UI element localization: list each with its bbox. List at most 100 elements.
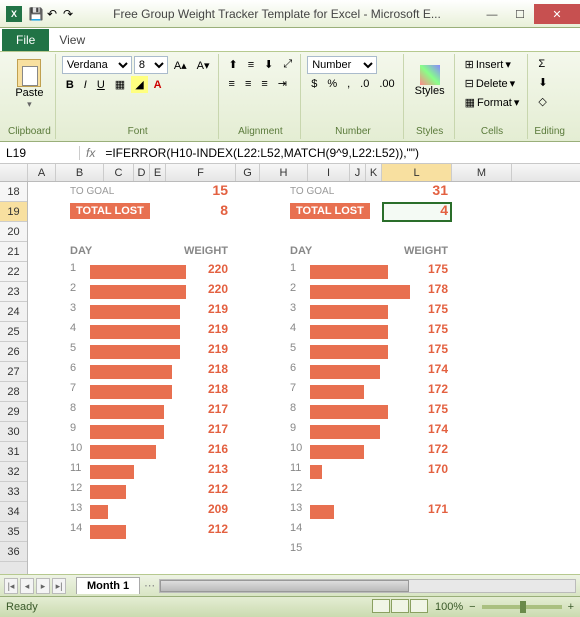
column-header-B[interactable]: B bbox=[56, 164, 104, 181]
align-center-icon[interactable]: ≡ bbox=[241, 76, 255, 92]
bold-button[interactable]: B bbox=[62, 77, 78, 93]
maximize-button[interactable]: ☐ bbox=[506, 4, 534, 24]
align-right-icon[interactable]: ≡ bbox=[257, 76, 271, 92]
font-color-button[interactable]: A bbox=[150, 77, 166, 93]
column-header-H[interactable]: H bbox=[260, 164, 308, 181]
format-cells-button[interactable]: ▦ Format ▾ bbox=[461, 94, 524, 111]
row-header-21[interactable]: 21 bbox=[0, 242, 27, 262]
horizontal-scrollbar[interactable] bbox=[159, 579, 576, 593]
align-bottom-icon[interactable]: ⬇ bbox=[260, 56, 277, 73]
name-box[interactable]: L19 bbox=[0, 146, 80, 160]
currency-button[interactable]: $ bbox=[307, 76, 321, 92]
bar-left-2 bbox=[90, 285, 186, 299]
worksheet-grid[interactable]: ABCDEFGHIJKLM 18192021222324252627282930… bbox=[0, 164, 580, 574]
close-button[interactable]: ✕ bbox=[534, 4, 580, 24]
row-header-32[interactable]: 32 bbox=[0, 462, 27, 482]
weight-left-10: 216 bbox=[188, 442, 228, 456]
autosum-button[interactable]: Σ bbox=[534, 56, 565, 72]
align-top-icon[interactable]: ⬆ bbox=[225, 56, 242, 73]
sheet-tab-active[interactable]: Month 1 bbox=[76, 577, 140, 594]
row-header-23[interactable]: 23 bbox=[0, 282, 27, 302]
column-header-J[interactable]: J bbox=[350, 164, 366, 181]
align-left-icon[interactable]: ≡ bbox=[225, 76, 239, 92]
quickaccess-save-icon[interactable]: 💾 bbox=[28, 6, 44, 22]
column-header-E[interactable]: E bbox=[150, 164, 166, 181]
zoom-in-button[interactable]: + bbox=[568, 601, 574, 613]
decrease-decimal-button[interactable]: .00 bbox=[375, 76, 398, 92]
row-header-35[interactable]: 35 bbox=[0, 522, 27, 542]
zoom-slider-thumb[interactable] bbox=[520, 601, 526, 613]
minimize-button[interactable]: — bbox=[478, 4, 506, 24]
underline-button[interactable]: U bbox=[93, 77, 109, 93]
sheet-nav-last-icon[interactable]: ▸| bbox=[52, 578, 66, 594]
row-header-29[interactable]: 29 bbox=[0, 402, 27, 422]
comma-button[interactable]: , bbox=[343, 76, 354, 92]
normal-view-icon[interactable] bbox=[372, 599, 390, 613]
column-header-L[interactable]: L bbox=[382, 164, 452, 181]
fx-icon[interactable]: fx bbox=[80, 146, 101, 160]
italic-button[interactable]: I bbox=[80, 77, 91, 93]
styles-button[interactable]: Styles bbox=[410, 56, 450, 106]
page-layout-view-icon[interactable] bbox=[391, 599, 409, 613]
zoom-out-button[interactable]: − bbox=[469, 601, 475, 613]
row-header-25[interactable]: 25 bbox=[0, 322, 27, 342]
shrink-font-icon[interactable]: A▾ bbox=[193, 57, 214, 74]
to-goal-label-right: TO GOAL bbox=[290, 186, 334, 197]
border-button[interactable]: ▦ bbox=[111, 76, 129, 93]
row-header-27[interactable]: 27 bbox=[0, 362, 27, 382]
sheet-nav-next-icon[interactable]: ▸ bbox=[36, 578, 50, 594]
fill-button[interactable]: ⬇ bbox=[534, 74, 565, 91]
clear-button[interactable]: ◇ bbox=[534, 93, 565, 110]
increase-decimal-button[interactable]: .0 bbox=[356, 76, 373, 92]
paste-label: Paste bbox=[15, 87, 43, 99]
new-sheet-icon[interactable]: ⋯ bbox=[144, 579, 155, 592]
sheet-nav-prev-icon[interactable]: ◂ bbox=[20, 578, 34, 594]
paste-button[interactable]: Paste ▾ bbox=[8, 56, 51, 113]
select-all-corner[interactable] bbox=[0, 164, 28, 181]
row-header-31[interactable]: 31 bbox=[0, 442, 27, 462]
font-size-select[interactable]: 8 bbox=[134, 56, 168, 74]
quickaccess-undo-icon[interactable]: ↶ bbox=[44, 6, 60, 22]
column-header-C[interactable]: C bbox=[104, 164, 134, 181]
column-header-D[interactable]: D bbox=[134, 164, 150, 181]
orientation-icon[interactable]: ⤢ bbox=[279, 56, 296, 73]
column-header-M[interactable]: M bbox=[452, 164, 512, 181]
percent-button[interactable]: % bbox=[323, 76, 341, 92]
chevron-down-icon[interactable]: ▾ bbox=[27, 99, 32, 110]
formula-input[interactable]: =IFERROR(H10-INDEX(L22:L52,MATCH(9^9,L22… bbox=[101, 146, 580, 160]
zoom-level[interactable]: 100% bbox=[435, 601, 463, 613]
row-header-20[interactable]: 20 bbox=[0, 222, 27, 242]
zoom-slider[interactable] bbox=[482, 605, 562, 609]
delete-cells-button[interactable]: ⊟ Delete ▾ bbox=[461, 75, 524, 92]
sheet-area[interactable]: TO GOAL15TO GOAL31TOTAL LOST8TOTAL LOST4… bbox=[28, 182, 580, 574]
column-header-F[interactable]: F bbox=[166, 164, 236, 181]
indent-icon[interactable]: ⇥ bbox=[274, 75, 291, 92]
column-header-K[interactable]: K bbox=[366, 164, 382, 181]
row-header-22[interactable]: 22 bbox=[0, 262, 27, 282]
column-header-A[interactable]: A bbox=[28, 164, 56, 181]
row-header-18[interactable]: 18 bbox=[0, 182, 27, 202]
font-name-select[interactable]: Verdana bbox=[62, 56, 132, 74]
row-header-28[interactable]: 28 bbox=[0, 382, 27, 402]
row-header-33[interactable]: 33 bbox=[0, 482, 27, 502]
row-header-30[interactable]: 30 bbox=[0, 422, 27, 442]
quickaccess-redo-icon[interactable]: ↷ bbox=[60, 6, 76, 22]
row-header-36[interactable]: 36 bbox=[0, 542, 27, 562]
row-header-26[interactable]: 26 bbox=[0, 342, 27, 362]
page-break-view-icon[interactable] bbox=[410, 599, 428, 613]
scrollbar-thumb[interactable] bbox=[160, 580, 409, 592]
number-format-select[interactable]: Number bbox=[307, 56, 377, 74]
column-header-G[interactable]: G bbox=[236, 164, 260, 181]
group-label: Cells bbox=[461, 126, 524, 139]
file-tab[interactable]: File bbox=[2, 29, 49, 51]
fill-color-button[interactable]: ◢ bbox=[131, 76, 147, 93]
row-header-34[interactable]: 34 bbox=[0, 502, 27, 522]
column-header-I[interactable]: I bbox=[308, 164, 350, 181]
row-header-24[interactable]: 24 bbox=[0, 302, 27, 322]
sheet-nav-first-icon[interactable]: |◂ bbox=[4, 578, 18, 594]
align-middle-icon[interactable]: ≡ bbox=[244, 57, 258, 73]
grow-font-icon[interactable]: A▴ bbox=[170, 57, 191, 74]
insert-cells-button[interactable]: ⊞ Insert ▾ bbox=[461, 56, 524, 73]
row-header-19[interactable]: 19 bbox=[0, 202, 27, 222]
ribbon-tab-view[interactable]: View bbox=[49, 29, 136, 51]
